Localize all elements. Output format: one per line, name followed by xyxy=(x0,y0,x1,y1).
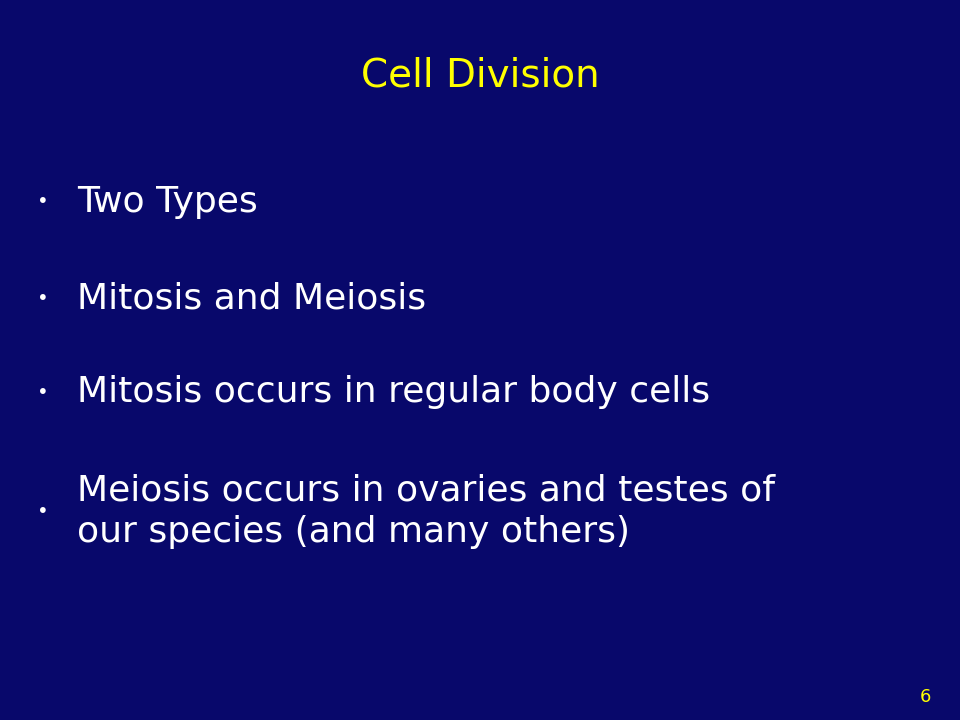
Text: •: • xyxy=(37,383,49,402)
Text: Mitosis occurs in regular body cells: Mitosis occurs in regular body cells xyxy=(77,375,710,410)
Text: •: • xyxy=(37,192,49,211)
Text: 6: 6 xyxy=(920,688,931,706)
Text: •: • xyxy=(37,289,49,308)
Text: Meiosis occurs in ovaries and testes of
our species (and many others): Meiosis occurs in ovaries and testes of … xyxy=(77,474,775,549)
Text: Mitosis and Meiosis: Mitosis and Meiosis xyxy=(77,282,426,316)
Text: •: • xyxy=(37,502,49,521)
Text: Two Types: Two Types xyxy=(77,184,257,219)
Text: Cell Division: Cell Division xyxy=(361,57,599,94)
